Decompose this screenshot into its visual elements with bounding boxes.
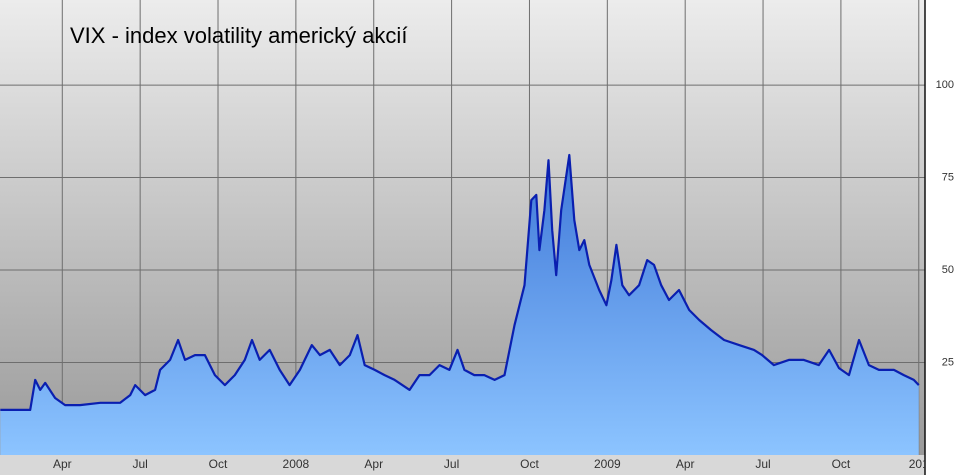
x-tick-label: 201 <box>909 457 929 471</box>
x-tick-label: 2008 <box>283 457 310 471</box>
chart-title: VIX - index volatility americký akcií <box>70 23 407 48</box>
x-tick-label: 2009 <box>594 457 621 471</box>
area-fill <box>0 155 919 455</box>
x-tick-label: Jul <box>755 457 770 471</box>
y-tick-label: 75 <box>942 171 954 183</box>
x-tick-label: Apr <box>364 457 383 471</box>
line <box>0 153 920 411</box>
y-axis-band <box>925 0 957 475</box>
x-tick-label: Jul <box>444 457 459 471</box>
y-tick-label: 100 <box>936 79 954 91</box>
x-tick-label: Oct <box>832 457 851 471</box>
x-tick-label: Apr <box>53 457 72 471</box>
x-tick-label: Apr <box>676 457 695 471</box>
y-tick-label: 25 <box>942 356 954 368</box>
x-tick-label: Oct <box>520 457 539 471</box>
x-tick-label: Jul <box>132 457 147 471</box>
x-axis-band <box>0 455 925 475</box>
y-tick-label: 50 <box>942 264 954 276</box>
x-tick-label: Oct <box>209 457 228 471</box>
